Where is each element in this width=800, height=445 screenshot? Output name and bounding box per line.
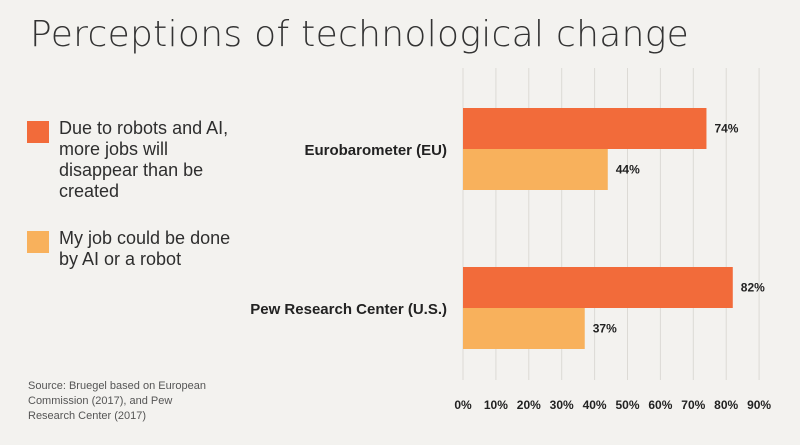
- value-label-1-1: 37%: [593, 322, 617, 336]
- x-tick-label-9: 90%: [747, 398, 771, 412]
- x-tick-label-0: 0%: [454, 398, 472, 412]
- bar-0-1: [463, 149, 608, 190]
- x-tick-label-6: 60%: [648, 398, 672, 412]
- x-tick-label-2: 20%: [517, 398, 541, 412]
- value-label-0-0: 74%: [714, 122, 738, 136]
- x-tick-label-5: 50%: [615, 398, 639, 412]
- x-tick-label-1: 10%: [484, 398, 508, 412]
- category-label-1: Pew Research Center (U.S.): [250, 301, 447, 318]
- bar-1-0: [463, 267, 733, 308]
- bar-chart: 0% 10% 20% 30% 40% 50% 60% 70% 80% 90% 74% 44% Eurob…: [0, 0, 800, 445]
- category-label-0: Eurobarometer (EU): [304, 142, 447, 159]
- x-tick-label-7: 70%: [681, 398, 705, 412]
- value-label-1-0: 82%: [741, 281, 765, 295]
- value-label-0-1: 44%: [616, 163, 640, 177]
- x-tick-label-8: 80%: [714, 398, 738, 412]
- bar-0-0: [463, 108, 706, 149]
- x-tick-label-4: 40%: [583, 398, 607, 412]
- x-tick-label-3: 30%: [550, 398, 574, 412]
- bar-1-1: [463, 308, 585, 349]
